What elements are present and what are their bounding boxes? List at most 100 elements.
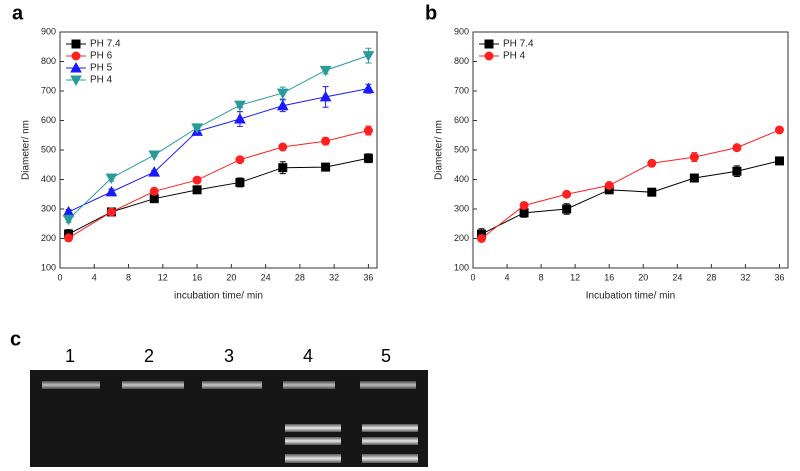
x-tick-label: 32 [740, 272, 750, 282]
marker [235, 177, 245, 187]
lane-label: 3 [224, 346, 234, 366]
y-tick-label: 300 [41, 203, 56, 213]
marker [732, 166, 742, 176]
x-axis-label: incubation time/ min [174, 291, 263, 302]
marker [278, 142, 288, 152]
lane-label: 4 [303, 346, 313, 366]
marker [362, 51, 375, 62]
marker [235, 155, 245, 165]
marker [321, 162, 331, 172]
marker [647, 187, 657, 197]
marker [106, 207, 116, 217]
marker [105, 173, 118, 185]
marker [319, 65, 332, 77]
y-tick-label: 600 [454, 115, 469, 125]
marker [148, 150, 161, 162]
x-tick-label: 0 [470, 272, 475, 282]
x-tick-label: 28 [706, 272, 716, 282]
y-tick-label: 700 [41, 85, 56, 95]
x-tick-label: 4 [92, 272, 97, 282]
marker [604, 180, 614, 190]
legend-marker [70, 61, 82, 73]
series-line [481, 129, 780, 239]
marker [647, 158, 657, 168]
y-tick-label: 100 [41, 262, 56, 272]
x-tick-label: 12 [570, 272, 580, 282]
series-line [68, 55, 369, 220]
legend-label: PH 7.4 [503, 39, 534, 50]
panel-label: c [10, 328, 21, 350]
x-tick-label: 36 [774, 272, 784, 282]
marker [477, 234, 487, 243]
legend-label: PH 4 [503, 51, 526, 62]
legend-marker [70, 75, 82, 87]
legend-label: PH 6 [90, 51, 113, 62]
marker [276, 88, 289, 100]
marker [319, 90, 332, 102]
x-tick-label: 4 [505, 272, 510, 282]
y-tick-label: 600 [41, 115, 56, 125]
lane-label: 2 [144, 346, 154, 366]
marker [519, 208, 529, 218]
marker [276, 99, 289, 111]
marker [689, 152, 699, 162]
marker [363, 153, 373, 163]
x-tick-label: 36 [363, 272, 373, 282]
legend-marker [71, 39, 81, 49]
x-axis-label: Incubation time/ min [586, 291, 676, 302]
y-tick-label: 400 [454, 174, 469, 184]
marker [62, 214, 75, 226]
x-tick-label: 32 [329, 272, 339, 282]
marker [62, 205, 75, 217]
x-tick-label: 16 [604, 272, 614, 282]
series-line [68, 130, 369, 239]
x-tick-label: 8 [126, 272, 131, 282]
series-line [68, 157, 369, 235]
series-line [481, 160, 780, 235]
panel-label: a [12, 2, 24, 24]
x-tick-label: 8 [539, 272, 544, 282]
x-tick-label: 28 [295, 272, 305, 282]
y-tick-label: 200 [454, 233, 469, 243]
marker [149, 186, 159, 196]
marker [234, 112, 246, 124]
marker [519, 200, 529, 210]
x-tick-label: 20 [226, 272, 236, 282]
marker [562, 204, 572, 214]
marker [689, 173, 699, 183]
marker [64, 233, 74, 243]
marker [192, 175, 202, 185]
y-tick-label: 800 [41, 56, 56, 66]
marker [191, 123, 203, 134]
y-tick-label: 500 [454, 144, 469, 154]
marker [732, 143, 742, 153]
lane-label: 5 [381, 346, 391, 366]
y-tick-label: 300 [454, 203, 469, 213]
marker [278, 163, 288, 173]
marker [149, 194, 159, 204]
y-tick-label: 200 [41, 233, 56, 243]
marker [105, 185, 118, 197]
marker [774, 125, 784, 135]
y-axis-label: Diameter/ nm [21, 120, 32, 180]
x-tick-label: 12 [158, 272, 168, 282]
series-line [68, 88, 369, 213]
legend-label: PH 4 [90, 75, 113, 86]
legend-label: PH 7.4 [90, 39, 121, 50]
y-tick-label: 100 [454, 262, 469, 272]
marker [234, 100, 246, 112]
marker [148, 166, 161, 177]
legend-marker [484, 39, 494, 49]
marker [774, 156, 784, 166]
y-tick-label: 900 [41, 26, 56, 36]
legend-marker [71, 51, 81, 61]
x-tick-label: 24 [672, 272, 682, 282]
y-tick-label: 800 [454, 56, 469, 66]
legend-marker [484, 51, 494, 61]
y-tick-label: 400 [41, 174, 56, 184]
y-axis-label: Diameter/ nm [434, 120, 445, 180]
y-tick-label: 700 [454, 85, 469, 95]
marker [363, 126, 373, 136]
